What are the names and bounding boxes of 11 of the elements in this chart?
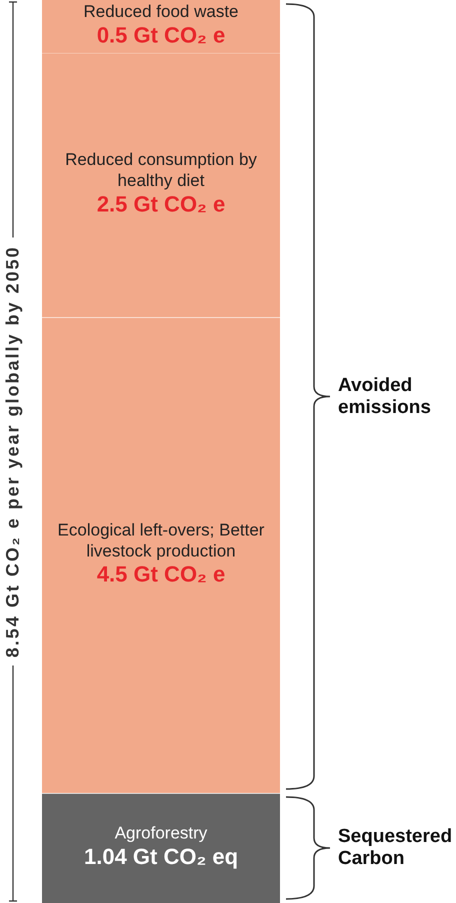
data-label: 4.5 Gt CO₂ e <box>96 562 226 587</box>
series-label: Agroforestry <box>114 824 208 843</box>
text: 8.54 Gt CO₂ e per year globally by 2050 <box>2 245 24 658</box>
series-label: Ecological left-overs; Better livestock production <box>58 520 265 560</box>
text: Sequestered Carbon <box>338 826 454 870</box>
series-label: Reduced consumption by healthy diet <box>65 150 258 190</box>
data-label: 1.04 Gt CO₂ eq <box>84 844 238 870</box>
series-label: Reduced food waste <box>84 2 238 22</box>
data-label: 0.5 Gt CO₂ e <box>96 22 226 48</box>
data-label: 2.5 Gt CO₂ e <box>96 192 226 217</box>
text: Avoided emissions <box>338 374 432 419</box>
